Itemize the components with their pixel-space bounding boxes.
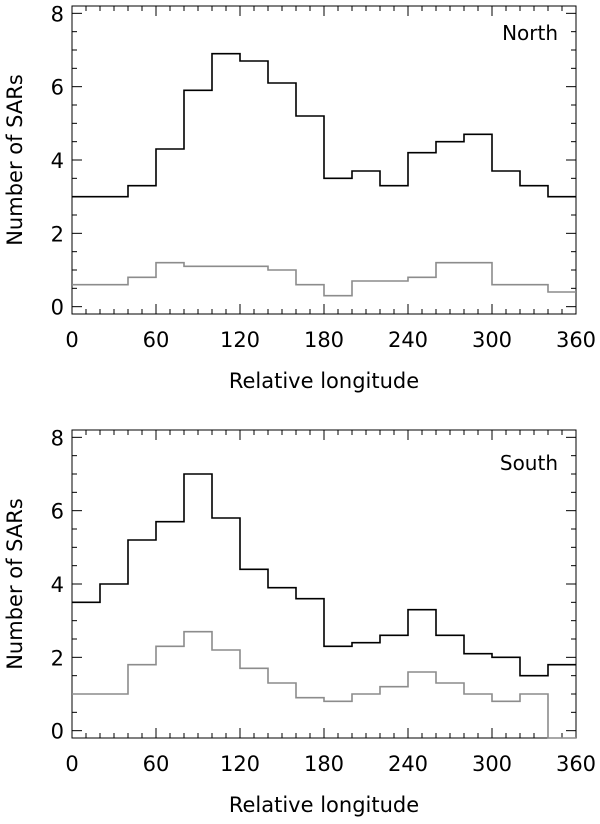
north-x-tick-label: 360 (556, 328, 596, 352)
south-x-axis-label: Relative longitude (229, 793, 419, 817)
south-x-tick-label: 0 (65, 752, 78, 776)
south-panel: South Relative longitude Number of SARs … (3, 426, 596, 817)
north-x-tick-label: 60 (143, 328, 170, 352)
south-y-tick-label: 6 (51, 500, 64, 524)
north-series-lower-histogram (72, 261, 576, 297)
north-annotation: North (502, 21, 558, 45)
north-x-tick-label: 180 (304, 328, 344, 352)
south-x-tick-label: 120 (220, 752, 260, 776)
north-y-tick-label: 4 (51, 149, 64, 173)
south-x-tick-label: 60 (143, 752, 170, 776)
north-series-upper-histogram (72, 52, 576, 198)
south-y-tick-label: 2 (51, 646, 64, 670)
south-x-tick-label: 300 (472, 752, 512, 776)
south-y-tick-label: 4 (51, 573, 64, 597)
south-plot-frame (71, 429, 577, 739)
north-y-tick-label: 0 (51, 296, 64, 320)
north-y-tick-label: 2 (51, 222, 64, 246)
south-y-tick-label: 0 (51, 720, 64, 744)
south-series-lower-histogram (72, 630, 576, 739)
south-y-tick-label: 8 (51, 426, 64, 450)
south-x-tick-label: 180 (304, 752, 344, 776)
south-x-tick-label: 360 (556, 752, 596, 776)
north-panel: North Relative longitude Number of SARs … (3, 2, 596, 393)
south-x-tick-label: 240 (388, 752, 428, 776)
south-series-upper-histogram (72, 473, 576, 677)
north-x-tick-label: 300 (472, 328, 512, 352)
north-x-tick-label: 120 (220, 328, 260, 352)
north-x-tick-label: 0 (65, 328, 78, 352)
north-y-axis-label: Number of SARs (3, 74, 27, 246)
north-x-tick-label: 240 (388, 328, 428, 352)
south-annotation: South (500, 451, 558, 475)
north-y-tick-label: 6 (51, 76, 64, 100)
north-y-tick-label: 8 (51, 2, 64, 26)
south-y-axis-label: Number of SARs (3, 498, 27, 670)
north-x-axis-label: Relative longitude (229, 369, 419, 393)
